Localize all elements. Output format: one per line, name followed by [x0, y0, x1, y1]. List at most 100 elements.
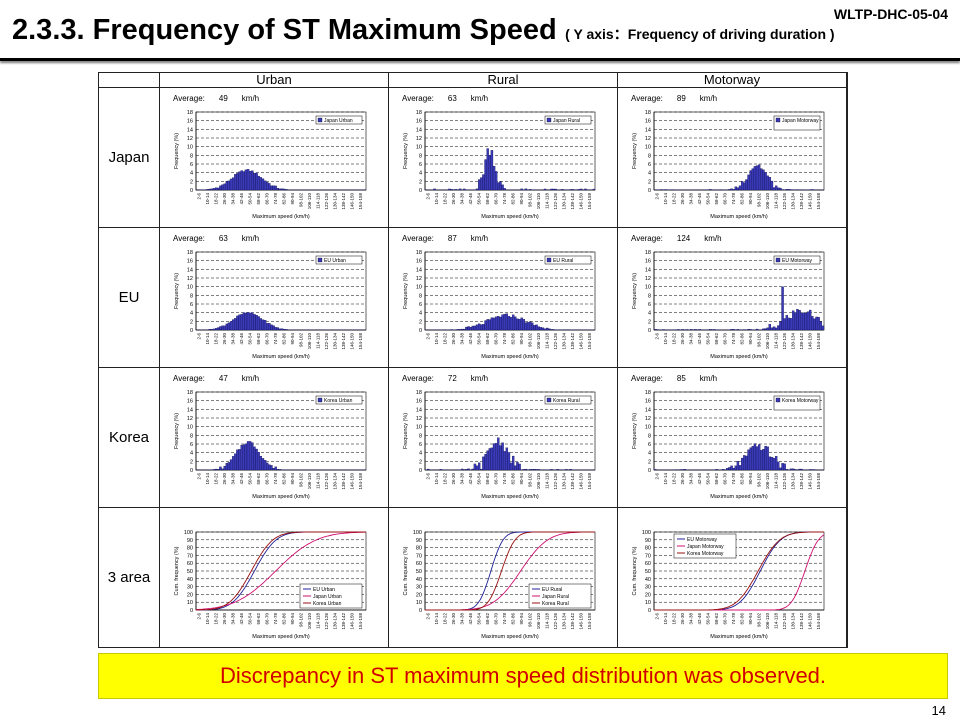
eu-urban-bar: [283, 328, 286, 331]
korea-rural-bar: [475, 465, 479, 471]
all-rural-x-tick-label: 58-62: [485, 613, 490, 625]
eu-rural-legend-label: EU Rural: [553, 258, 573, 264]
row-label-eu: EU: [99, 228, 160, 368]
eu-urban-x-tick-label: 42-46: [239, 333, 244, 345]
japan-urban-bar: [257, 175, 260, 191]
eu-urban-y-tick-label: 0: [190, 328, 193, 334]
cell-japan-urban: Average: 49 km/h 0 2 4 6 8 10 12 14 16 18 2-6 10-14 18-…: [160, 88, 389, 228]
japan-motorway-bar: [664, 189, 667, 191]
korea-rural-x-tick-label: 98-102: [527, 473, 532, 488]
all-rural-series-line: [425, 531, 595, 611]
japan-rural-bar: [571, 189, 574, 191]
all-motorway-y-tick-label: 80: [645, 546, 651, 552]
korea-rural-legend-box: [544, 395, 592, 405]
all-rural-x-tick-label: 42-46: [468, 613, 473, 625]
japan-rural-bar: [524, 188, 528, 191]
japan-motorway-x-tick-label: 138-142: [799, 193, 804, 210]
korea-motorway-bar: [753, 443, 757, 471]
japan-motorway-bar: [728, 189, 731, 191]
eu-motorway-bar: [798, 310, 801, 331]
average-label: Average:: [402, 94, 434, 103]
eu-urban-bar: [263, 320, 267, 331]
eu-motorway-bar: [736, 329, 740, 331]
eu-urban-bar: [210, 328, 214, 331]
japan-urban-bar: [251, 170, 254, 191]
eu-rural-y-tick-label: 6: [419, 302, 422, 308]
korea-rural-bar: [486, 450, 489, 471]
eu-urban-x-tick-label: 98-102: [298, 333, 303, 348]
korea-motorway-bar: [726, 468, 729, 471]
japan-urban-bar: [276, 188, 279, 191]
chart-eu-urban: Average: 63 km/h 0 2 4 6 8 10 12 14 16 18 2-6 10-14 18-…: [170, 234, 370, 362]
eu-rural-bar: [497, 316, 500, 331]
japan-urban-x-tick-label: 122-126: [324, 193, 329, 210]
eu-urban-x-tick-label: 114-118: [315, 333, 320, 349]
eu-motorway-bar: [713, 329, 716, 331]
japan-urban-legend: Japan Urban: [315, 115, 363, 125]
all-rural-legend-label: EU Rural: [542, 587, 562, 593]
eu-motorway-bar: [694, 329, 697, 331]
japan-motorway-bar: [766, 175, 769, 191]
korea-motorway-x-tick-label: 26-30: [680, 473, 685, 485]
chart-korea-rural: Average: 72 km/h 0 2 4 6 8 10 12 14 16 18 2-6 10-14 18-…: [399, 374, 599, 502]
cell-japan-motorway: Average: 89 km/h 0 2 4 6 8 10 12 14 16 18 2-6 10-14 18-…: [618, 88, 847, 228]
page-title: 2.3.3. Frequency of ST Maximum Speed ( Y…: [12, 14, 835, 47]
eu-motorway-bar: [685, 329, 689, 331]
japan-motorway-x-tick-label: 130-134: [790, 193, 795, 210]
eu-rural-x-tick-label: 122-126: [553, 333, 558, 350]
korea-motorway-bar: [770, 456, 774, 471]
eu-urban-bar: [268, 323, 271, 331]
eu-rural-x-tick-label: 42-46: [468, 333, 473, 345]
eu-rural-bar: [507, 316, 511, 331]
all-motorway-x-tick-label: 2-6: [654, 613, 659, 620]
japan-rural-bar: [560, 189, 564, 191]
japan-urban-y-tick-label: 0: [190, 188, 193, 194]
eu-rural-bar: [509, 317, 513, 331]
all-rural-x-tick-label: 10-14: [434, 613, 439, 625]
korea-motorway-bar: [789, 468, 793, 471]
eu-motorway-legend-swatch: [775, 257, 781, 263]
eu-urban-x-tick-label: 130-134: [332, 333, 337, 350]
average-unit: km/h: [704, 234, 722, 243]
korea-rural-bar: [537, 469, 540, 471]
eu-rural-legend-swatch: [546, 257, 552, 263]
eu-motorway-x-axis-label: Maximum speed (km/h): [710, 354, 768, 360]
chart-eu-rural: Average: 87 km/h 0 2 4 6 8 10 12 14 16 18 2-6 10-14 18-…: [399, 234, 599, 362]
korea-urban-bar: [259, 455, 262, 471]
column-header-urban: Urban: [160, 73, 389, 88]
japan-rural-bar: [497, 182, 500, 191]
eu-urban-x-tick-label: 106-110: [307, 333, 312, 350]
japan-rural-average: Average: 63 km/h: [402, 94, 502, 103]
eu-urban-bar: [225, 323, 228, 331]
all-urban-x-tick-label: 122-126: [324, 613, 329, 630]
japan-urban-x-tick-label: 34-38: [230, 193, 235, 205]
eu-motorway-y-tick-label: 18: [645, 250, 651, 256]
eu-rural-bar: [546, 327, 549, 331]
japan-motorway-bar: [811, 189, 814, 191]
eu-rural-bar: [516, 318, 519, 331]
japan-rural-x-tick-label: 90-94: [519, 193, 524, 205]
korea-motorway-y-tick-label: 16: [645, 399, 651, 405]
japan-rural-x-tick-label: 50-54: [476, 193, 481, 205]
japan-rural-bar: [543, 188, 547, 191]
eu-rural-y-tick-label: 10: [416, 285, 422, 291]
average-unit: km/h: [241, 374, 260, 383]
japan-rural-bar: [488, 155, 491, 191]
eu-rural-legend-box: [544, 255, 592, 265]
all-motorway-x-tick-label: 114-118: [773, 613, 778, 629]
eu-urban-y-tick-label: 6: [190, 302, 193, 308]
korea-motorway-x-tick-label: 82-86: [739, 473, 744, 485]
korea-motorway-y-tick-label: 10: [645, 425, 651, 431]
eu-rural-bar: [505, 313, 508, 331]
japan-urban-y-tick-label: 6: [190, 162, 193, 168]
all-motorway-legend-label: EU Motorway: [687, 537, 718, 543]
all-motorway-y-tick-label: 40: [645, 577, 651, 583]
eu-motorway-x-tick-label: 154-158: [816, 333, 821, 350]
japan-rural-bar: [475, 188, 479, 191]
eu-urban-x-tick-label: 50-54: [247, 333, 252, 345]
japan-urban-y-tick-label: 10: [187, 145, 193, 151]
eu-urban-x-tick-label: 18-22: [213, 333, 218, 345]
japan-motorway-bar: [770, 180, 774, 191]
korea-rural-x-tick-label: 34-38: [459, 473, 464, 485]
all-urban-x-tick-label: 106-110: [307, 613, 312, 630]
